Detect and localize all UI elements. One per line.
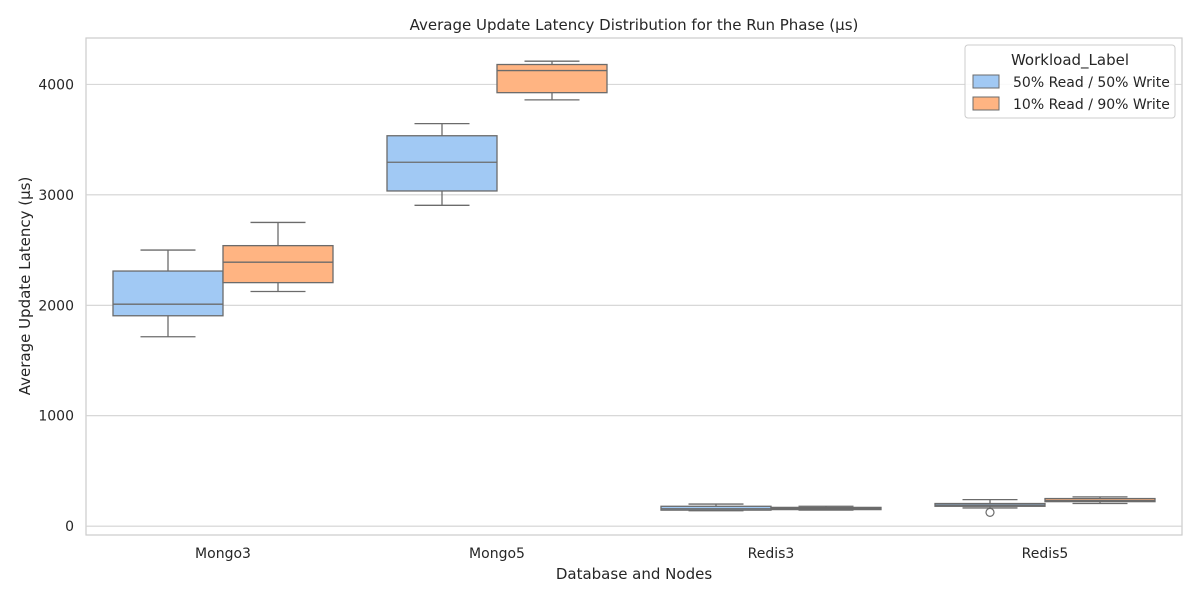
iqr-box (112, 270, 224, 317)
legend-entry-label: 50% Read / 50% Write (1013, 75, 1170, 91)
x-tick-label: Mongo3 (195, 546, 251, 562)
plot-area: 0 1000 2000 3000 4000 Mongo3 Mongo5 Redis3 Redis… (38, 37, 1183, 562)
box-mongo5-series-1 (386, 122, 498, 206)
legend-entry-label: 10% Read / 90% Write (1013, 97, 1170, 113)
plot-frame (85, 37, 1183, 536)
y-axis-title: Average Update Latency (µs) (16, 177, 34, 396)
y-tick-label: 2000 (38, 298, 74, 314)
legend-title: Workload_Label (1011, 51, 1129, 70)
outlier-point (985, 507, 995, 517)
x-tick-label: Mongo5 (469, 546, 525, 562)
x-tick-label: Redis3 (748, 546, 795, 562)
chart-title: Average Update Latency Distribution for … (410, 16, 859, 34)
iqr-box (386, 135, 498, 192)
y-tick-label: 4000 (38, 77, 74, 93)
box-redis5-series-1 (934, 499, 1046, 517)
x-axis-title: Database and Nodes (556, 565, 712, 583)
y-tick-label: 0 (65, 519, 74, 535)
iqr-box (496, 63, 608, 94)
x-tick-label: Redis5 (1022, 546, 1069, 562)
legend: Workload_Label 50% Read / 50% Write 10% Re… (964, 44, 1176, 119)
iqr-box (222, 244, 334, 284)
legend-swatch (972, 74, 1000, 89)
box-mongo5-series-2 (496, 60, 608, 101)
y-tick-label: 3000 (38, 188, 74, 204)
legend-swatch (972, 96, 1000, 111)
y-tick-label: 1000 (38, 409, 74, 425)
box-redis5-series-2 (1044, 496, 1156, 505)
box-mongo3-series-2 (222, 221, 334, 293)
box-redis3-series-2 (770, 505, 882, 511)
box-mongo3-series-1 (112, 249, 224, 338)
legend-frame (964, 44, 1176, 119)
